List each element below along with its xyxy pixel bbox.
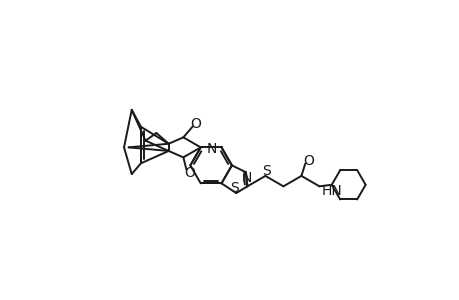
Text: N: N [207, 142, 217, 156]
Text: O: O [302, 154, 313, 167]
Text: S: S [230, 182, 239, 196]
Text: S: S [261, 164, 270, 178]
Text: O: O [184, 166, 195, 180]
Text: HN: HN [321, 184, 342, 198]
Text: O: O [190, 117, 201, 131]
Text: N: N [241, 171, 252, 184]
